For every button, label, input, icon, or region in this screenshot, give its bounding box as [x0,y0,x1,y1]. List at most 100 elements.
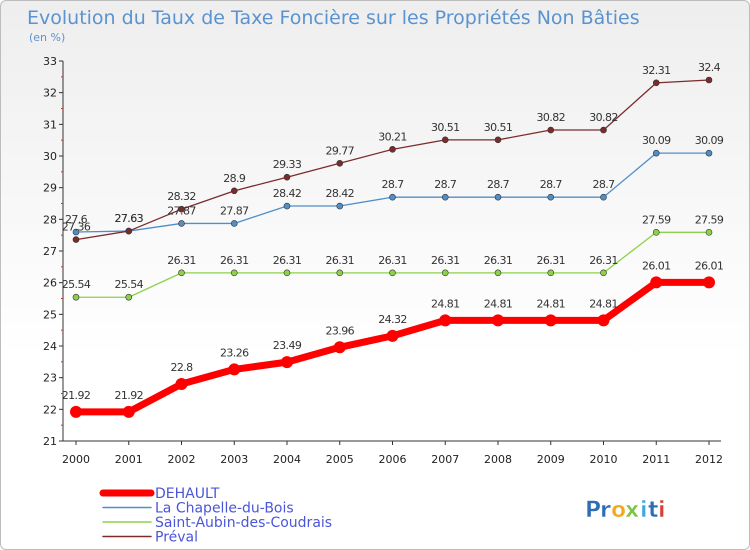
data-point-saint-aubin-des-coudrais [125,293,133,301]
chart-subtitle: (en %) [29,31,65,44]
data-label-la-chapelle-du-bois: 27.6 [65,213,88,226]
y-tick-label: 28 [43,213,57,226]
data-label-la-chapelle-du-bois: 30.09 [642,134,671,147]
y-tick-label: 27 [43,245,57,258]
brand-letter: o [611,498,626,523]
data-point-saint-aubin-des-coudrais [72,293,80,301]
data-label-saint-aubin-des-coudrais: 26.31 [326,254,355,267]
data-point-preval [547,126,555,134]
data-label-preval: 30.82 [589,111,618,124]
x-tick-label: 2008 [484,453,512,466]
data-label-la-chapelle-du-bois: 27.87 [220,204,249,217]
data-point-la-chapelle-du-bois [230,220,238,227]
data-label-la-chapelle-du-bois: 28.7 [381,178,404,191]
data-point-saint-aubin-des-coudrais [230,269,238,277]
data-point-dehault [650,276,663,289]
data-point-preval [494,136,502,144]
data-point-preval [705,76,713,84]
data-point-saint-aubin-des-coudrais [705,229,713,236]
x-tick-label: 2000 [62,453,90,466]
data-label-saint-aubin-des-coudrais: 26.31 [537,254,566,267]
x-tick-label: 2005 [326,453,354,466]
data-point-la-chapelle-du-bois [600,193,607,201]
data-point-dehault [175,378,188,390]
data-label-dehault: 21.92 [62,389,91,402]
data-label-preval: 30.82 [537,111,566,124]
data-label-saint-aubin-des-coudrais: 25.54 [62,278,91,291]
data-point-preval [72,236,80,243]
data-label-saint-aubin-des-coudrais: 27.59 [695,213,724,226]
legend-label: Saint-Aubin-des-Coudrais [155,515,332,531]
data-point-dehault [281,356,293,369]
data-label-dehault: 26.01 [695,259,724,272]
data-point-saint-aubin-des-coudrais [494,269,502,277]
data-label-saint-aubin-des-coudrais: 26.31 [431,254,460,267]
data-label-saint-aubin-des-coudrais: 25.54 [115,278,144,291]
data-point-saint-aubin-des-coudrais [652,229,660,236]
data-point-saint-aubin-des-coudrais [336,269,344,277]
x-tick-label: 2012 [695,453,723,466]
y-tick-label: 22 [43,403,57,416]
data-point-dehault [70,405,82,418]
legend-label: Préval [155,530,198,546]
y-tick-label: 21 [43,435,57,448]
data-point-dehault [544,314,557,327]
data-label-la-chapelle-du-bois: 28.7 [434,178,457,191]
y-tick-label: 23 [43,372,57,385]
data-label-dehault: 24.81 [431,297,460,310]
data-point-dehault [597,314,610,327]
data-label-dehault: 23.49 [273,339,302,352]
x-tick-label: 2010 [590,453,618,466]
y-tick-label: 33 [43,55,57,68]
y-tick-label: 26 [43,277,57,290]
data-point-la-chapelle-du-bois [283,202,291,210]
brand-letter: t [648,498,659,523]
data-point-saint-aubin-des-coudrais [283,269,291,277]
data-label-saint-aubin-des-coudrais: 26.31 [589,254,618,267]
data-point-dehault [492,314,504,327]
data-label-la-chapelle-du-bois: 28.7 [592,178,615,191]
y-tick-label: 32 [43,87,57,100]
data-label-dehault: 24.32 [378,313,407,326]
brand-letter: i [640,498,648,523]
data-point-saint-aubin-des-coudrais [389,269,396,277]
data-point-dehault [122,405,135,418]
data-label-preval: 27.63 [115,212,144,225]
series-layer [70,76,715,418]
data-point-la-chapelle-du-bois [441,193,449,201]
data-label-dehault: 23.96 [326,324,355,337]
data-label-la-chapelle-du-bois: 27.87 [167,204,196,217]
data-label-dehault: 24.81 [537,297,566,310]
data-label-preval: 30.51 [484,121,513,134]
data-label-dehault: 24.81 [589,297,618,310]
data-label-saint-aubin-des-coudrais: 27.59 [642,213,671,226]
data-point-preval [389,146,396,153]
x-tick-label: 2007 [431,453,459,466]
brand-letter: x [625,498,639,523]
data-label-preval: 30.51 [431,121,460,134]
data-point-saint-aubin-des-coudrais [547,269,555,277]
chart-title: Evolution du Taux de Taxe Foncière sur l… [27,7,640,29]
data-label-dehault: 26.01 [642,259,671,272]
data-point-preval [178,205,185,213]
data-label-saint-aubin-des-coudrais: 26.31 [167,254,196,267]
data-point-preval [125,227,133,235]
data-point-preval [283,173,291,181]
data-label-la-chapelle-du-bois: 27.63 [115,212,144,225]
x-tick-label: 2003 [220,453,248,466]
data-label-preval: 29.33 [273,158,302,171]
data-label-dehault: 21.92 [115,389,144,402]
x-tick-label: 2002 [168,453,196,466]
data-point-saint-aubin-des-coudrais [600,269,607,277]
data-label-saint-aubin-des-coudrais: 26.31 [273,254,302,267]
data-label-la-chapelle-du-bois: 28.7 [540,178,563,191]
data-point-saint-aubin-des-coudrais [441,269,449,277]
data-label-saint-aubin-des-coudrais: 26.31 [484,254,513,267]
x-tick-label: 2001 [115,453,143,466]
data-label-preval: 32.4 [698,61,721,74]
data-point-la-chapelle-du-bois [547,193,555,201]
proxiti-logo: Pr ox i t i [585,498,666,524]
